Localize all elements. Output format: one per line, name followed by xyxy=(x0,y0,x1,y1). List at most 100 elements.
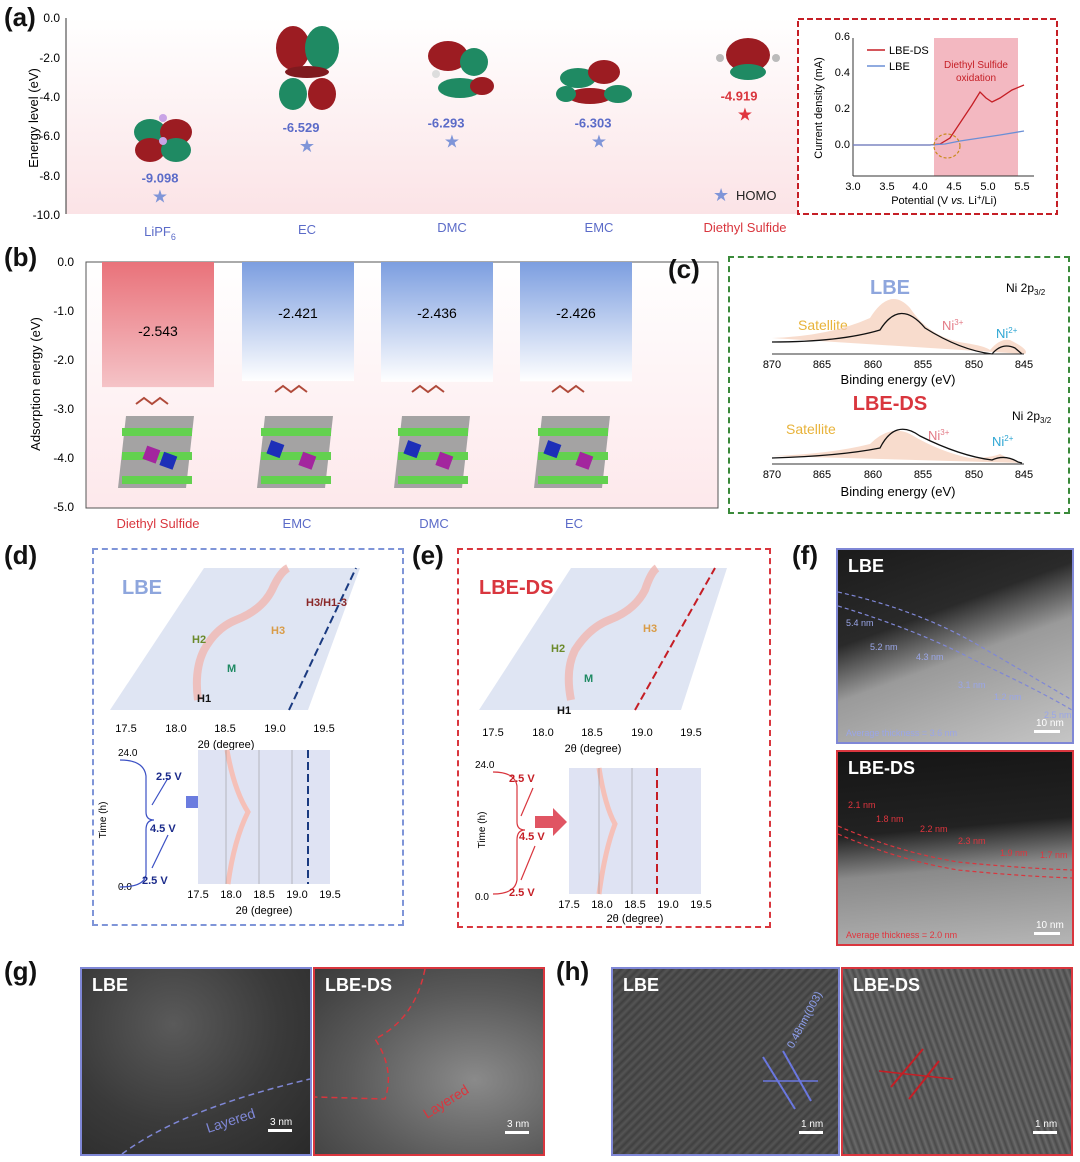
tem-image-lbe-ds: LBE-DS 2.1 nm 1.8 nm 2.2 nm 2.3 nm 1.9 n… xyxy=(836,750,1074,946)
phase-m: M xyxy=(584,673,593,685)
inset-xtick: 4.5 xyxy=(946,181,961,193)
tem-image-lbe: LBE 5.4 nm 5.2 nm 4.3 nm 3.1 nm 1.2 nm 2… xyxy=(836,548,1074,744)
adsorbed-molecule xyxy=(411,384,445,394)
xtick: 850 xyxy=(965,469,983,481)
hrtem-title: LBE-DS xyxy=(325,975,392,995)
inset-annotation: Diethyl Sulfide xyxy=(944,60,1008,71)
adsorbed-molecule xyxy=(274,384,308,394)
xtick: 845 xyxy=(1015,469,1033,481)
inset-xtick: 3.5 xyxy=(879,181,894,193)
panel-c: LBE Ni 2p3/2 Satellite Ni3+ Ni2+ 870 865… xyxy=(728,256,1070,514)
xps-xlabel: Binding energy (eV) xyxy=(841,372,956,387)
crystal-layer xyxy=(538,428,608,436)
voltage-top: 2.5 V xyxy=(156,771,182,783)
voltage-bot: 2.5 V xyxy=(142,875,168,887)
homo-value: -6.293 xyxy=(428,115,465,130)
xtick: 17.5 xyxy=(115,723,136,735)
hrtem-title: LBE xyxy=(92,975,128,995)
xrd-heatmap-xticks: 17.5 18.0 18.5 19.0 19.5 xyxy=(558,899,711,911)
phase-h2: H2 xyxy=(192,634,206,646)
panel-b-chart: 0.0 -1.0 -2.0 -3.0 -4.0 -5.0 Adsorption … xyxy=(28,255,719,531)
time-tick: 24.0 xyxy=(118,748,138,759)
panel-e: LBE-DS H2 H3 M H1 17.5 18.0 18.5 19.0 19… xyxy=(457,548,771,928)
time-label: Time (h) xyxy=(98,802,109,839)
panel-c-xps: LBE Ni 2p3/2 Satellite Ni3+ Ni2+ 870 865… xyxy=(763,277,1052,499)
crystal-layer xyxy=(122,428,192,436)
crystal-layer xyxy=(398,452,468,460)
tem-title: LBE-DS xyxy=(848,758,915,778)
inset-curve-lbe xyxy=(853,130,1025,146)
hrtem-h-lbe: LBE 0.48nm(003) 1 nm xyxy=(611,967,840,1156)
ytick: -4.0 xyxy=(53,451,74,465)
hrtem-title: LBE-DS xyxy=(853,975,920,995)
adsorption-bar xyxy=(242,262,354,382)
panel-e-xrd: LBE-DS H2 H3 M H1 17.5 18.0 18.5 19.0 19… xyxy=(475,564,727,925)
arrow-icon xyxy=(535,808,567,836)
xtick: 19.0 xyxy=(657,899,678,911)
inset-xtick: 4.0 xyxy=(912,181,927,193)
hrtem-g-lbe-ds: LBE-DS Layered 3 nm xyxy=(313,967,545,1156)
scale-bar xyxy=(268,1129,292,1132)
adsorption-value: -2.426 xyxy=(556,305,596,321)
xps-orbital: Ni 2p3/2 xyxy=(1006,281,1046,297)
x-label: EMC xyxy=(283,516,312,531)
adsorption-value: -2.421 xyxy=(278,305,318,321)
panel-c-label: (c) xyxy=(668,254,700,284)
hrtem-h-lbe-ds: LBE-DS 1 nm xyxy=(841,967,1073,1156)
adsorption-value: -2.436 xyxy=(417,305,457,321)
thickness-label: 2.1 nm xyxy=(848,800,876,810)
crystal-layer xyxy=(538,476,608,484)
scale-label: 1 nm xyxy=(1035,1119,1058,1130)
crystal-layer xyxy=(261,476,331,484)
ytick: 0.0 xyxy=(43,11,60,25)
x-label: EC xyxy=(565,516,583,531)
x-label-emc: EMC xyxy=(585,220,614,235)
inset-ytick: 0.2 xyxy=(835,103,850,115)
xrd-heatmap-xticks: 17.5 18.0 18.5 19.0 19.5 xyxy=(187,889,340,901)
x-label-ec: EC xyxy=(298,222,316,237)
ytick: -2.0 xyxy=(39,51,60,65)
ytick: -1.0 xyxy=(53,304,74,318)
thickness-label: 4.3 nm xyxy=(916,652,944,662)
panel-f-label: (f) xyxy=(792,540,818,570)
time-label: Time (h) xyxy=(477,812,488,849)
xtick: 18.0 xyxy=(591,899,612,911)
xtick: 19.5 xyxy=(313,723,334,735)
region-label: Layered xyxy=(420,1081,471,1121)
xrd-title: LBE-DS xyxy=(479,577,553,599)
adsorption-bar xyxy=(520,262,632,382)
x-label-lipf6: LiPF6 xyxy=(144,224,176,240)
metal-octahedron xyxy=(435,451,454,470)
metal-octahedron xyxy=(142,445,161,464)
hrtem-title: LBE xyxy=(623,975,659,995)
xtick: 19.5 xyxy=(680,727,701,739)
crystal-layer xyxy=(261,428,331,436)
xtick: 17.5 xyxy=(187,889,208,901)
crystal-layer xyxy=(538,452,608,460)
tem-title: LBE xyxy=(848,556,884,576)
xtick: 870 xyxy=(763,359,781,371)
panel-a-yticks: 0.0 -2.0 -4.0 -6.0 -8.0 -10.0 xyxy=(33,11,61,222)
metal-octahedron xyxy=(403,440,422,459)
thickness-label: 2.5 nm xyxy=(1044,710,1072,720)
inset-ytick: 0.6 xyxy=(835,31,850,43)
homo-star-icon: ★ xyxy=(591,132,607,152)
adsorption-value: -2.543 xyxy=(138,323,178,339)
xtick: 18.0 xyxy=(532,727,553,739)
inset-xtick: 5.5 xyxy=(1014,181,1029,193)
molecule-orbital-dmc xyxy=(428,41,494,98)
molecule-orbital-emc xyxy=(556,60,632,104)
xrd-xlabel: 2θ (degree) xyxy=(198,739,255,751)
adsorption-bars: -2.543 -2.421 -2.436 -2.426 xyxy=(102,262,632,388)
scale-bar xyxy=(799,1131,823,1134)
legend-star-icon: ★ xyxy=(713,185,729,205)
xps-satellite: Satellite xyxy=(786,421,836,437)
voltage-mid: 4.5 V xyxy=(519,831,545,843)
xtick: 18.0 xyxy=(220,889,241,901)
average-thickness: Average thickness = 2.0 nm xyxy=(846,930,957,940)
adsorbed-molecule xyxy=(551,384,585,394)
scale-bar xyxy=(505,1131,529,1134)
panel-a: 0.0 -2.0 -4.0 -6.0 -8.0 -10.0 Energy lev… xyxy=(0,0,1080,242)
inset-annotation: oxidation xyxy=(956,73,996,84)
xps-ni2: Ni2+ xyxy=(996,326,1018,341)
